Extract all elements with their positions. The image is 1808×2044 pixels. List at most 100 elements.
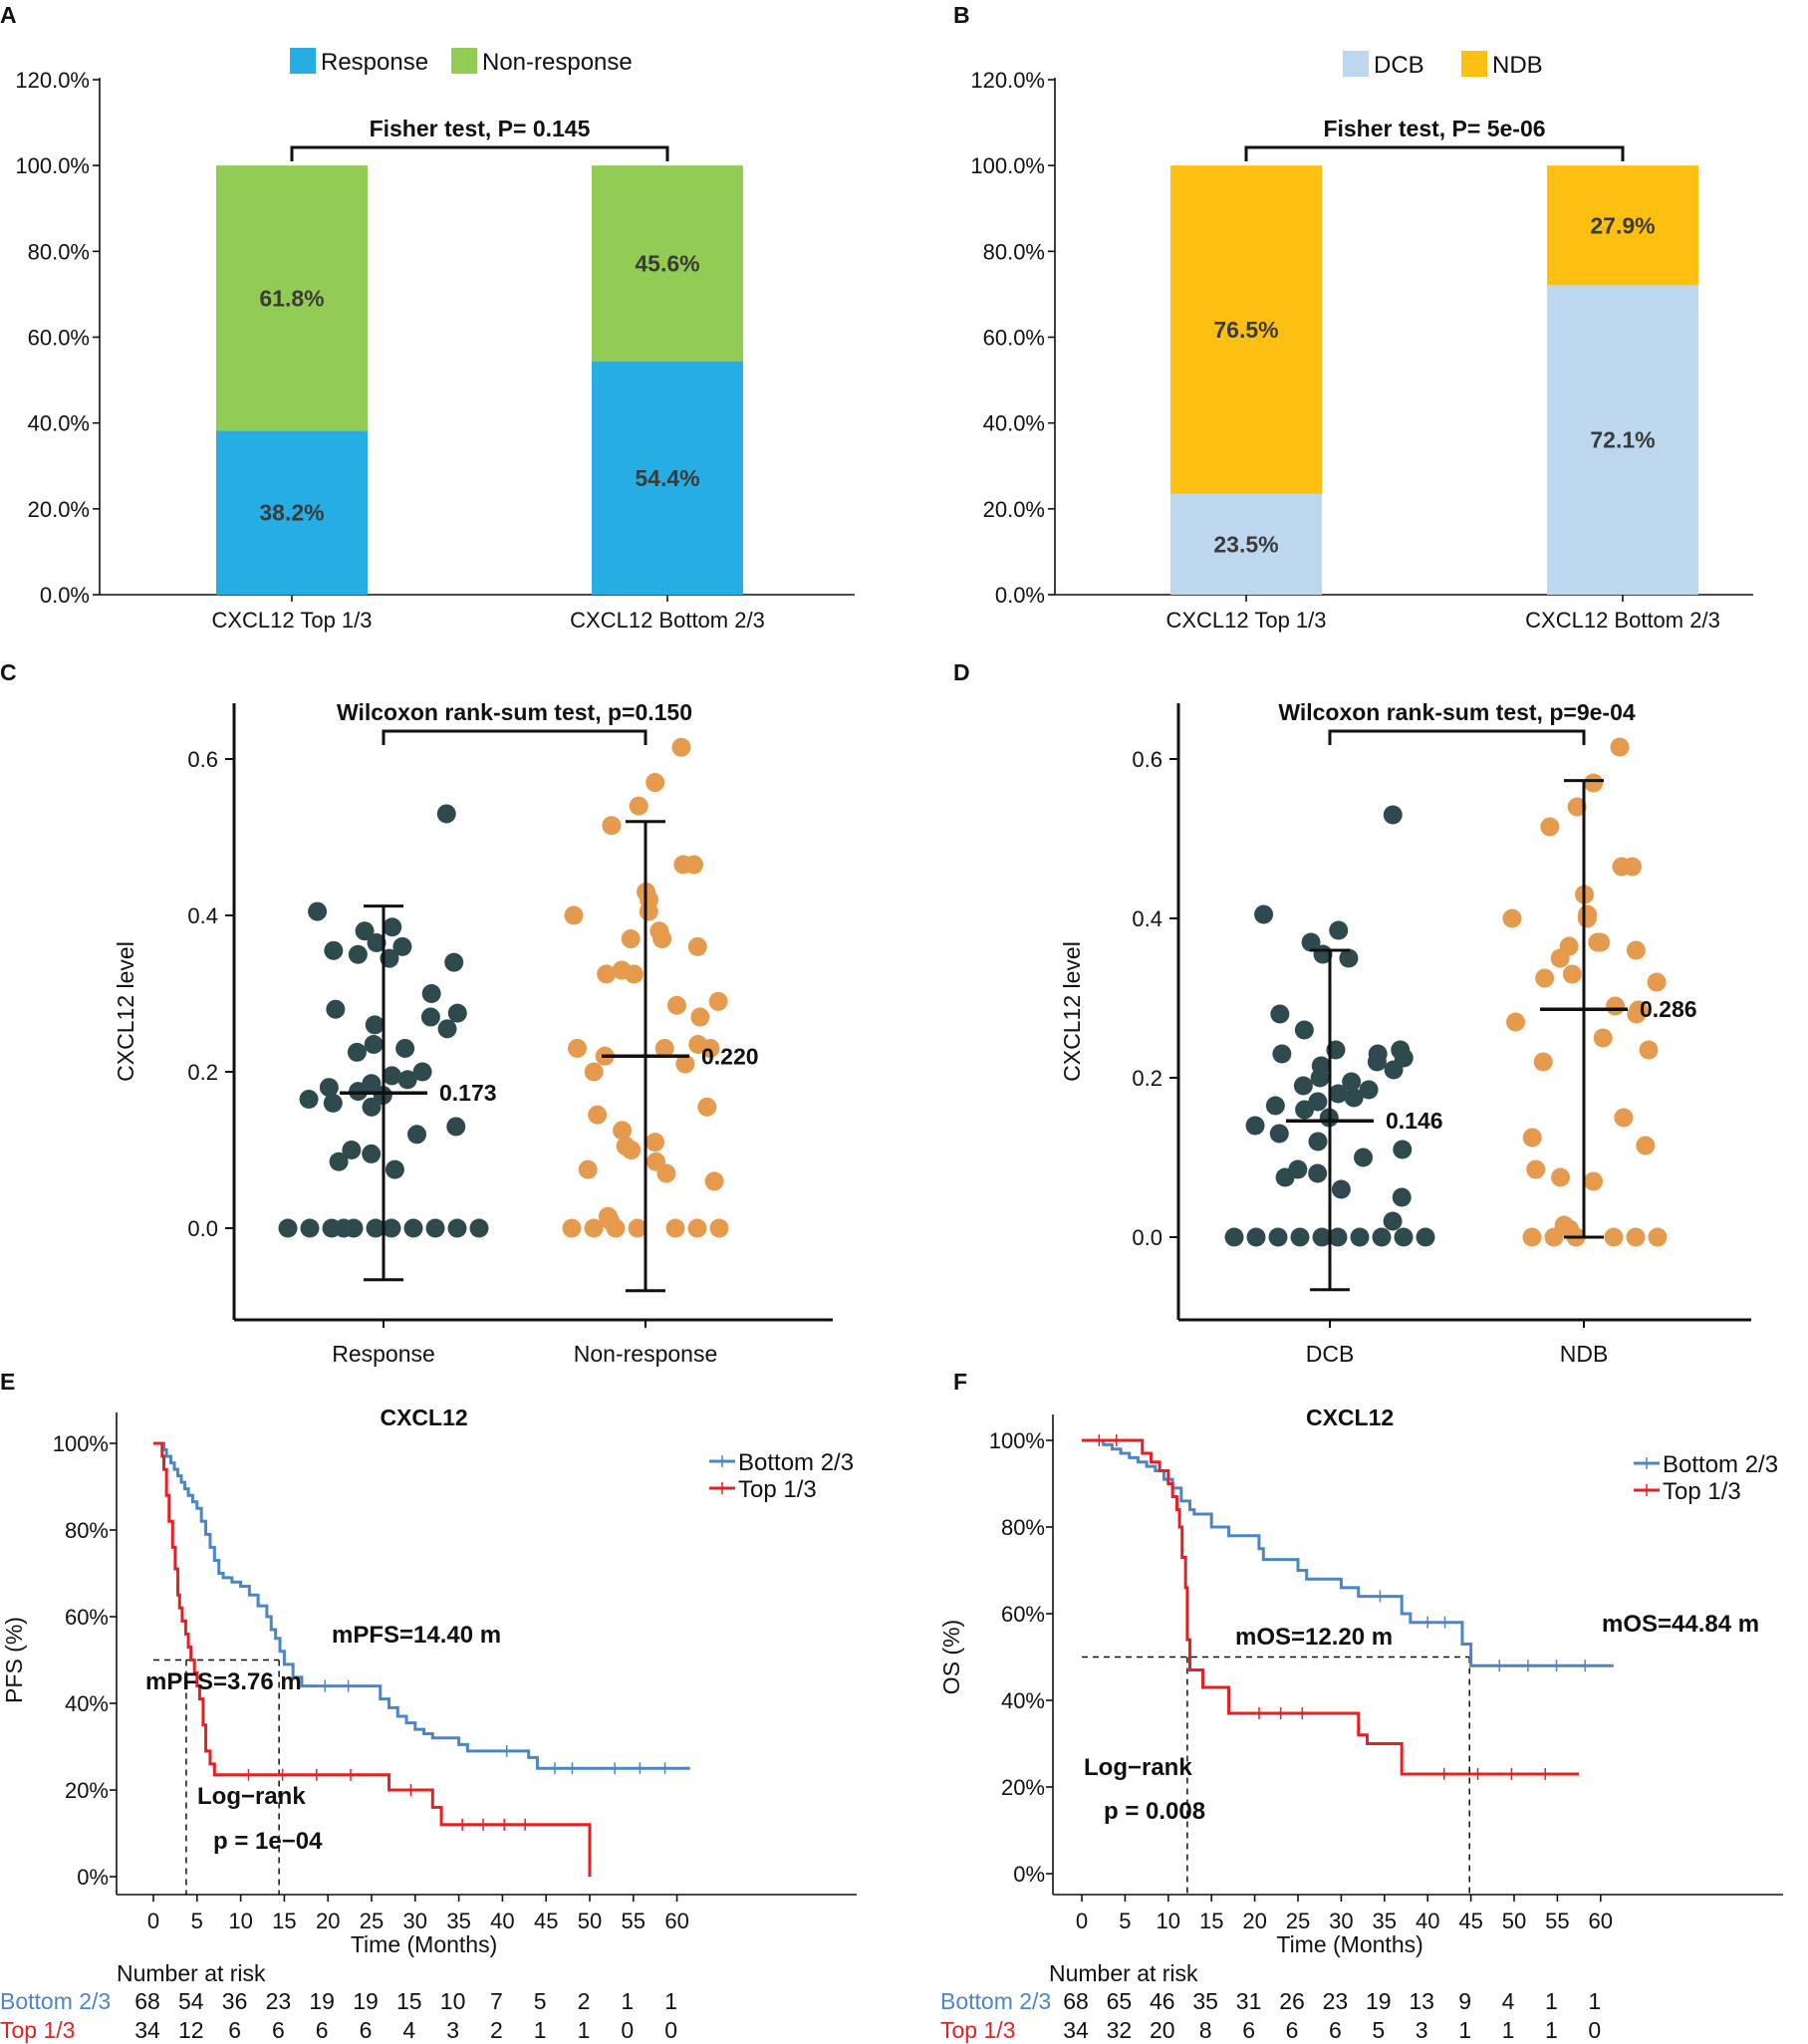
panel-f: F0%20%40%60%80%100%0 5 10 15 20 25 30 35 40 45 50 5… <box>938 1369 1783 2043</box>
data-point <box>1393 1140 1413 1159</box>
risk-count: 3 <box>446 2017 459 2043</box>
x-tick-label: 25 <box>1286 1909 1310 1933</box>
data-point <box>1342 1072 1362 1092</box>
data-point <box>687 1218 707 1238</box>
risk-count: 3 <box>1416 2017 1428 2043</box>
x-tick-label: 15 <box>272 1909 296 1933</box>
fisher-test-label: Fisher test, P= 5e-06 <box>1323 116 1545 141</box>
risk-count: 6 <box>272 2017 285 2043</box>
data-point <box>1506 1012 1526 1032</box>
data-point <box>1384 1060 1404 1080</box>
bar-value-label: 54.4% <box>635 465 699 491</box>
risk-count: 26 <box>1279 1988 1305 2014</box>
data-point <box>621 929 641 949</box>
y-tick-label: 0.2 <box>1132 1066 1162 1091</box>
data-point <box>1648 1227 1668 1247</box>
risk-count: 0 <box>1588 2017 1601 2043</box>
risk-table-title: Number at risk <box>1049 1960 1198 1986</box>
data-point <box>1584 773 1604 793</box>
x-tick-label: 40 <box>1416 1909 1439 1933</box>
risk-count: 36 <box>222 1988 248 2014</box>
y-axis-title: CXCL12 level <box>1059 941 1085 1082</box>
x-axis-title: Time (Months) <box>1276 1931 1422 1957</box>
bar-response <box>216 430 368 595</box>
risk-count: 6 <box>1329 2017 1342 2043</box>
km-annotation: Log−rank <box>197 1783 306 1810</box>
data-point <box>329 1151 349 1171</box>
survival-curve-bottom-2-3 <box>1082 1438 1614 1667</box>
data-point <box>1383 1211 1403 1231</box>
data-point <box>1522 1227 1542 1247</box>
data-point <box>628 1218 647 1238</box>
panel-letter: C <box>0 659 17 685</box>
y-tick-label: 80.0% <box>983 239 1045 264</box>
y-tick-label: 0.6 <box>1132 747 1162 772</box>
data-point <box>447 1218 467 1238</box>
risk-count: 23 <box>1323 1988 1349 2014</box>
risk-count: 4 <box>402 2017 415 2043</box>
y-tick-label: 80.0% <box>28 239 90 264</box>
risk-count: 1 <box>1502 2017 1515 2043</box>
data-point <box>397 1070 417 1090</box>
km-annotation: mPFS=14.40 m <box>332 1622 501 1649</box>
panel-letter: D <box>953 659 970 685</box>
data-point <box>602 816 622 836</box>
x-tick-label: 60 <box>1589 1909 1613 1933</box>
x-tick-label: 0 <box>147 1909 159 1933</box>
legend-label: Top 1/3 <box>738 1476 817 1503</box>
y-tick-label: 60.0% <box>983 326 1045 351</box>
data-point <box>1605 996 1625 1016</box>
km-annotation: p = 0.008 <box>1104 1798 1205 1825</box>
data-point <box>403 1218 423 1238</box>
data-point <box>421 984 441 1003</box>
km-annotation: mPFS=3.76 m <box>145 1668 302 1695</box>
x-tick-label: DCB <box>1306 1341 1355 1367</box>
risk-count: 34 <box>134 2017 160 2043</box>
data-point <box>1308 1163 1328 1183</box>
risk-count: 8 <box>1199 2017 1212 2043</box>
risk-count: 46 <box>1150 1988 1175 2014</box>
significance-bracket <box>1328 729 1586 745</box>
x-tick-label: 45 <box>534 1909 558 1933</box>
mean-value-label: 0.146 <box>1386 1108 1443 1134</box>
y-tick-label: 20% <box>65 1778 109 1803</box>
significance-bracket <box>382 729 647 745</box>
y-tick-label: 100.0% <box>15 153 90 178</box>
data-point <box>708 991 728 1011</box>
data-point <box>1502 908 1522 928</box>
data-point <box>437 1019 457 1039</box>
plot-title: CXCL12 <box>380 1405 467 1430</box>
x-tick-label: NDB <box>1560 1341 1609 1367</box>
data-point <box>308 901 328 921</box>
x-tick-label: 10 <box>228 1909 252 1933</box>
data-point <box>1544 1227 1564 1247</box>
y-tick-label: 0.6 <box>187 747 218 772</box>
risk-count: 1 <box>578 2017 591 2043</box>
data-point <box>1359 1080 1379 1100</box>
data-point <box>1275 1167 1295 1187</box>
data-point <box>1268 1227 1288 1247</box>
data-point <box>597 964 617 984</box>
panel-b: B 0.0% 20.0% 40.0% 60.0% 80.0% 100.0% 120.0% 23.… <box>953 2 1753 633</box>
risk-count: 12 <box>178 2017 204 2043</box>
data-point <box>1614 1108 1634 1128</box>
y-tick-label: 0.4 <box>187 903 218 928</box>
data-point <box>1301 932 1321 952</box>
risk-count: 6 <box>1286 2017 1299 2043</box>
data-point <box>709 1218 729 1238</box>
data-point <box>1270 1004 1290 1024</box>
risk-count: 6 <box>360 2017 373 2043</box>
data-point <box>652 929 672 949</box>
data-point <box>362 1097 382 1117</box>
risk-count: 1 <box>621 1988 634 2014</box>
data-point <box>629 796 648 816</box>
data-point <box>1269 1124 1289 1144</box>
risk-table-title: Number at risk <box>117 1960 266 1986</box>
data-point <box>323 1093 343 1113</box>
data-point <box>364 1035 384 1055</box>
data-point <box>646 773 665 793</box>
data-point <box>444 952 464 972</box>
data-point <box>347 1042 367 1062</box>
x-tick-label: 50 <box>578 1909 602 1933</box>
